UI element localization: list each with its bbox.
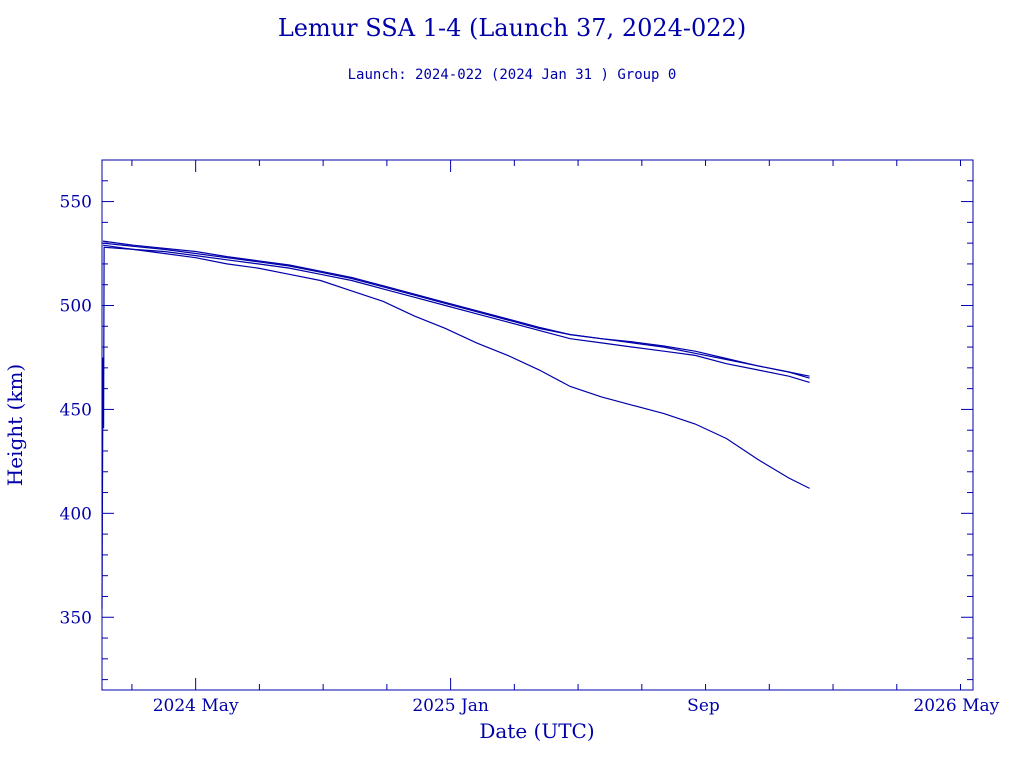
x-axis-title: Date (UTC) (479, 719, 594, 743)
tick-labels: 350 400 450 500 550 2024 May 2025 Jan Sep 2026 M… (60, 193, 1000, 716)
y-tick-label: 500 (60, 296, 92, 316)
x-tick-label: Sep (687, 696, 720, 716)
y-tick-label: 450 (60, 400, 92, 420)
y-tick-label: 550 (60, 193, 92, 213)
chart-subtitle: Launch: 2024-022 (2024 Jan 31 ) Group 0 (347, 67, 677, 83)
y-tick-label: 400 (60, 504, 92, 524)
series-line-1 (101, 246, 810, 609)
x-tick-label: 2026 May (913, 696, 999, 716)
tick-marks (102, 159, 973, 690)
series-line-2 (102, 244, 810, 383)
x-tick-label: 2025 Jan (412, 696, 489, 716)
series-line-4 (102, 240, 810, 377)
plot-frame (101, 159, 974, 691)
chart-title: Lemur SSA 1-4 (Launch 37, 2024-022) (277, 14, 747, 42)
y-axis-title: Height (km) (3, 364, 27, 486)
series-group (101, 240, 810, 609)
y-tick-label: 350 (60, 608, 92, 628)
series-line-3 (102, 242, 810, 379)
x-tick-label: 2024 May (153, 696, 239, 716)
